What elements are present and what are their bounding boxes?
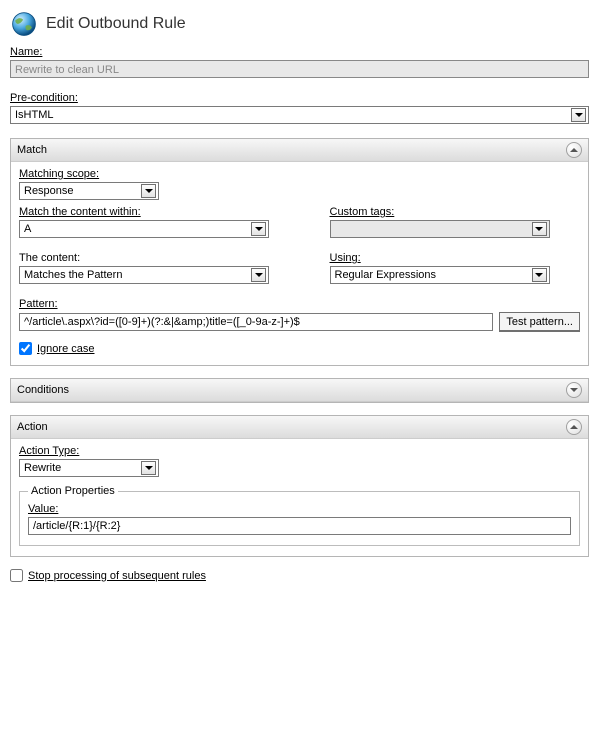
- page-title: Edit Outbound Rule: [46, 15, 186, 33]
- action-type-select[interactable]: Rewrite: [19, 459, 159, 477]
- page-header: Edit Outbound Rule: [10, 10, 589, 38]
- action-value-label: Value:: [28, 503, 58, 515]
- precondition-select[interactable]: IsHTML: [10, 106, 589, 124]
- dropdown-button-icon: [251, 222, 266, 236]
- name-field: Name: Rewrite to clean URL: [10, 46, 589, 78]
- dropdown-button-icon: [532, 222, 547, 236]
- precondition-field: Pre-condition: IsHTML: [10, 92, 589, 124]
- test-pattern-button[interactable]: Test pattern...: [499, 312, 580, 332]
- dropdown-button-icon: [141, 184, 156, 198]
- dropdown-button-icon: [571, 108, 586, 122]
- using-select[interactable]: Regular Expressions: [330, 266, 550, 284]
- dropdown-button-icon: [141, 461, 156, 475]
- conditions-panel-header[interactable]: Conditions: [11, 379, 588, 402]
- match-panel-title: Match: [17, 144, 47, 156]
- action-value-input[interactable]: [28, 517, 571, 535]
- match-panel: Match Matching scope: Response Match the…: [10, 138, 589, 366]
- stop-processing-checkbox[interactable]: [10, 569, 23, 582]
- action-type-label: Action Type:: [19, 445, 79, 457]
- precondition-label: Pre-condition:: [10, 92, 78, 104]
- action-properties-group: Action Properties Value:: [19, 485, 580, 546]
- name-label: Name:: [10, 46, 42, 58]
- custom-tags-label: Custom tags:: [330, 206, 395, 218]
- match-panel-header[interactable]: Match: [11, 139, 588, 162]
- the-content-value: Matches the Pattern: [24, 269, 122, 281]
- name-input: Rewrite to clean URL: [10, 60, 589, 78]
- the-content-label: The content:: [19, 252, 270, 264]
- conditions-panel: Conditions: [10, 378, 589, 403]
- test-pattern-label: Test pattern...: [506, 316, 573, 328]
- globe-icon: [10, 10, 38, 38]
- dropdown-button-icon: [532, 268, 547, 282]
- pattern-label: Pattern:: [19, 298, 58, 310]
- collapse-icon: [566, 419, 582, 435]
- matching-scope-value: Response: [24, 185, 74, 197]
- matching-scope-label: Matching scope:: [19, 168, 99, 180]
- the-content-select[interactable]: Matches the Pattern: [19, 266, 269, 284]
- content-within-select[interactable]: A: [19, 220, 269, 238]
- pattern-input[interactable]: [19, 313, 493, 331]
- custom-tags-select: [330, 220, 550, 238]
- action-panel-title: Action: [17, 421, 48, 433]
- using-value: Regular Expressions: [335, 269, 437, 281]
- action-panel-header[interactable]: Action: [11, 416, 588, 439]
- expand-icon: [566, 382, 582, 398]
- content-within-label: Match the content within:: [19, 206, 141, 218]
- stop-processing-label: Stop processing of subsequent rules: [28, 570, 206, 582]
- precondition-value: IsHTML: [15, 109, 54, 121]
- collapse-icon: [566, 142, 582, 158]
- ignore-case-label: Ignore case: [37, 343, 94, 355]
- ignore-case-checkbox[interactable]: [19, 342, 32, 355]
- action-properties-legend: Action Properties: [28, 485, 118, 497]
- action-panel: Action Action Type: Rewrite Action Prope…: [10, 415, 589, 557]
- conditions-panel-title: Conditions: [17, 384, 69, 396]
- matching-scope-select[interactable]: Response: [19, 182, 159, 200]
- action-type-value: Rewrite: [24, 462, 61, 474]
- content-within-value: A: [24, 223, 31, 235]
- dropdown-button-icon: [251, 268, 266, 282]
- using-label: Using:: [330, 252, 361, 264]
